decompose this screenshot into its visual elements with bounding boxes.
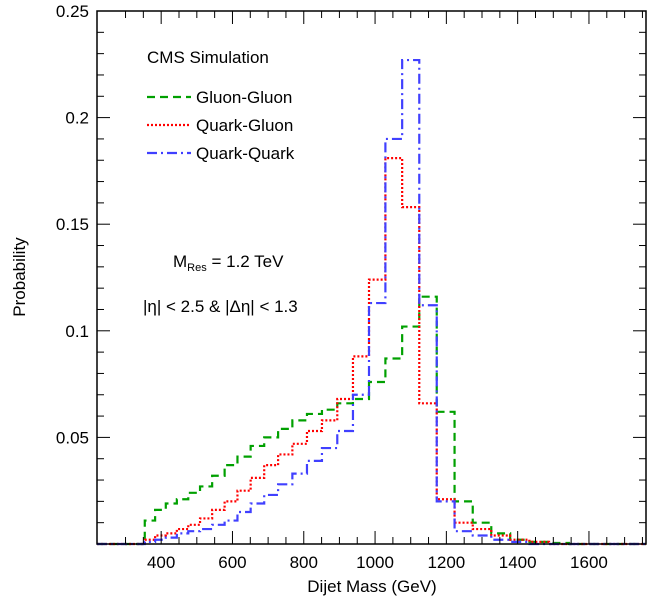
ticks-layer: 400 600 800 1000 1200 1400 1600 0.05 0.1 0.15 0.2 0… xyxy=(56,2,646,572)
x-tick-label: 1400 xyxy=(499,553,537,572)
mres-symbol: M xyxy=(173,252,187,271)
mres-value: = 1.2 TeV xyxy=(207,252,284,271)
eta-cut-annotation: |η| < 2.5 & |Δη| < 1.3 xyxy=(143,297,298,316)
series-line-3 xyxy=(97,58,646,546)
y-tick-label: 0.05 xyxy=(56,428,89,447)
series-line-1 xyxy=(97,295,646,546)
x-tick-label: 600 xyxy=(218,553,246,572)
y-tick-label: 0.25 xyxy=(56,2,89,21)
legend-label: Quark-Gluon xyxy=(196,116,293,135)
plot-frame xyxy=(96,10,647,545)
y-axis-title: Probability xyxy=(10,237,29,317)
mres-annotation: MRes = 1.2 TeV xyxy=(173,252,284,274)
mres-subscript: Res xyxy=(187,262,207,274)
series-line-2 xyxy=(97,157,646,546)
y-tick-label: 0.15 xyxy=(56,215,89,234)
legend-label: Quark-Quark xyxy=(196,144,295,163)
x-tick-label: 1200 xyxy=(427,553,465,572)
x-tick-label: 1000 xyxy=(356,553,394,572)
series-layer xyxy=(97,58,646,546)
x-tick-label: 1600 xyxy=(570,553,608,572)
y-tick-label: 0.2 xyxy=(65,109,89,128)
legend: Gluon-Gluon Quark-Gluon Quark-Quark xyxy=(147,88,295,163)
y-tick-label: 0.1 xyxy=(65,322,89,341)
x-axis-title: Dijet Mass (GeV) xyxy=(307,577,436,596)
legend-label: Gluon-Gluon xyxy=(196,88,292,107)
x-tick-label: 800 xyxy=(290,553,318,572)
x-tick-label: 400 xyxy=(147,553,175,572)
chart-title: CMS Simulation xyxy=(147,48,269,67)
